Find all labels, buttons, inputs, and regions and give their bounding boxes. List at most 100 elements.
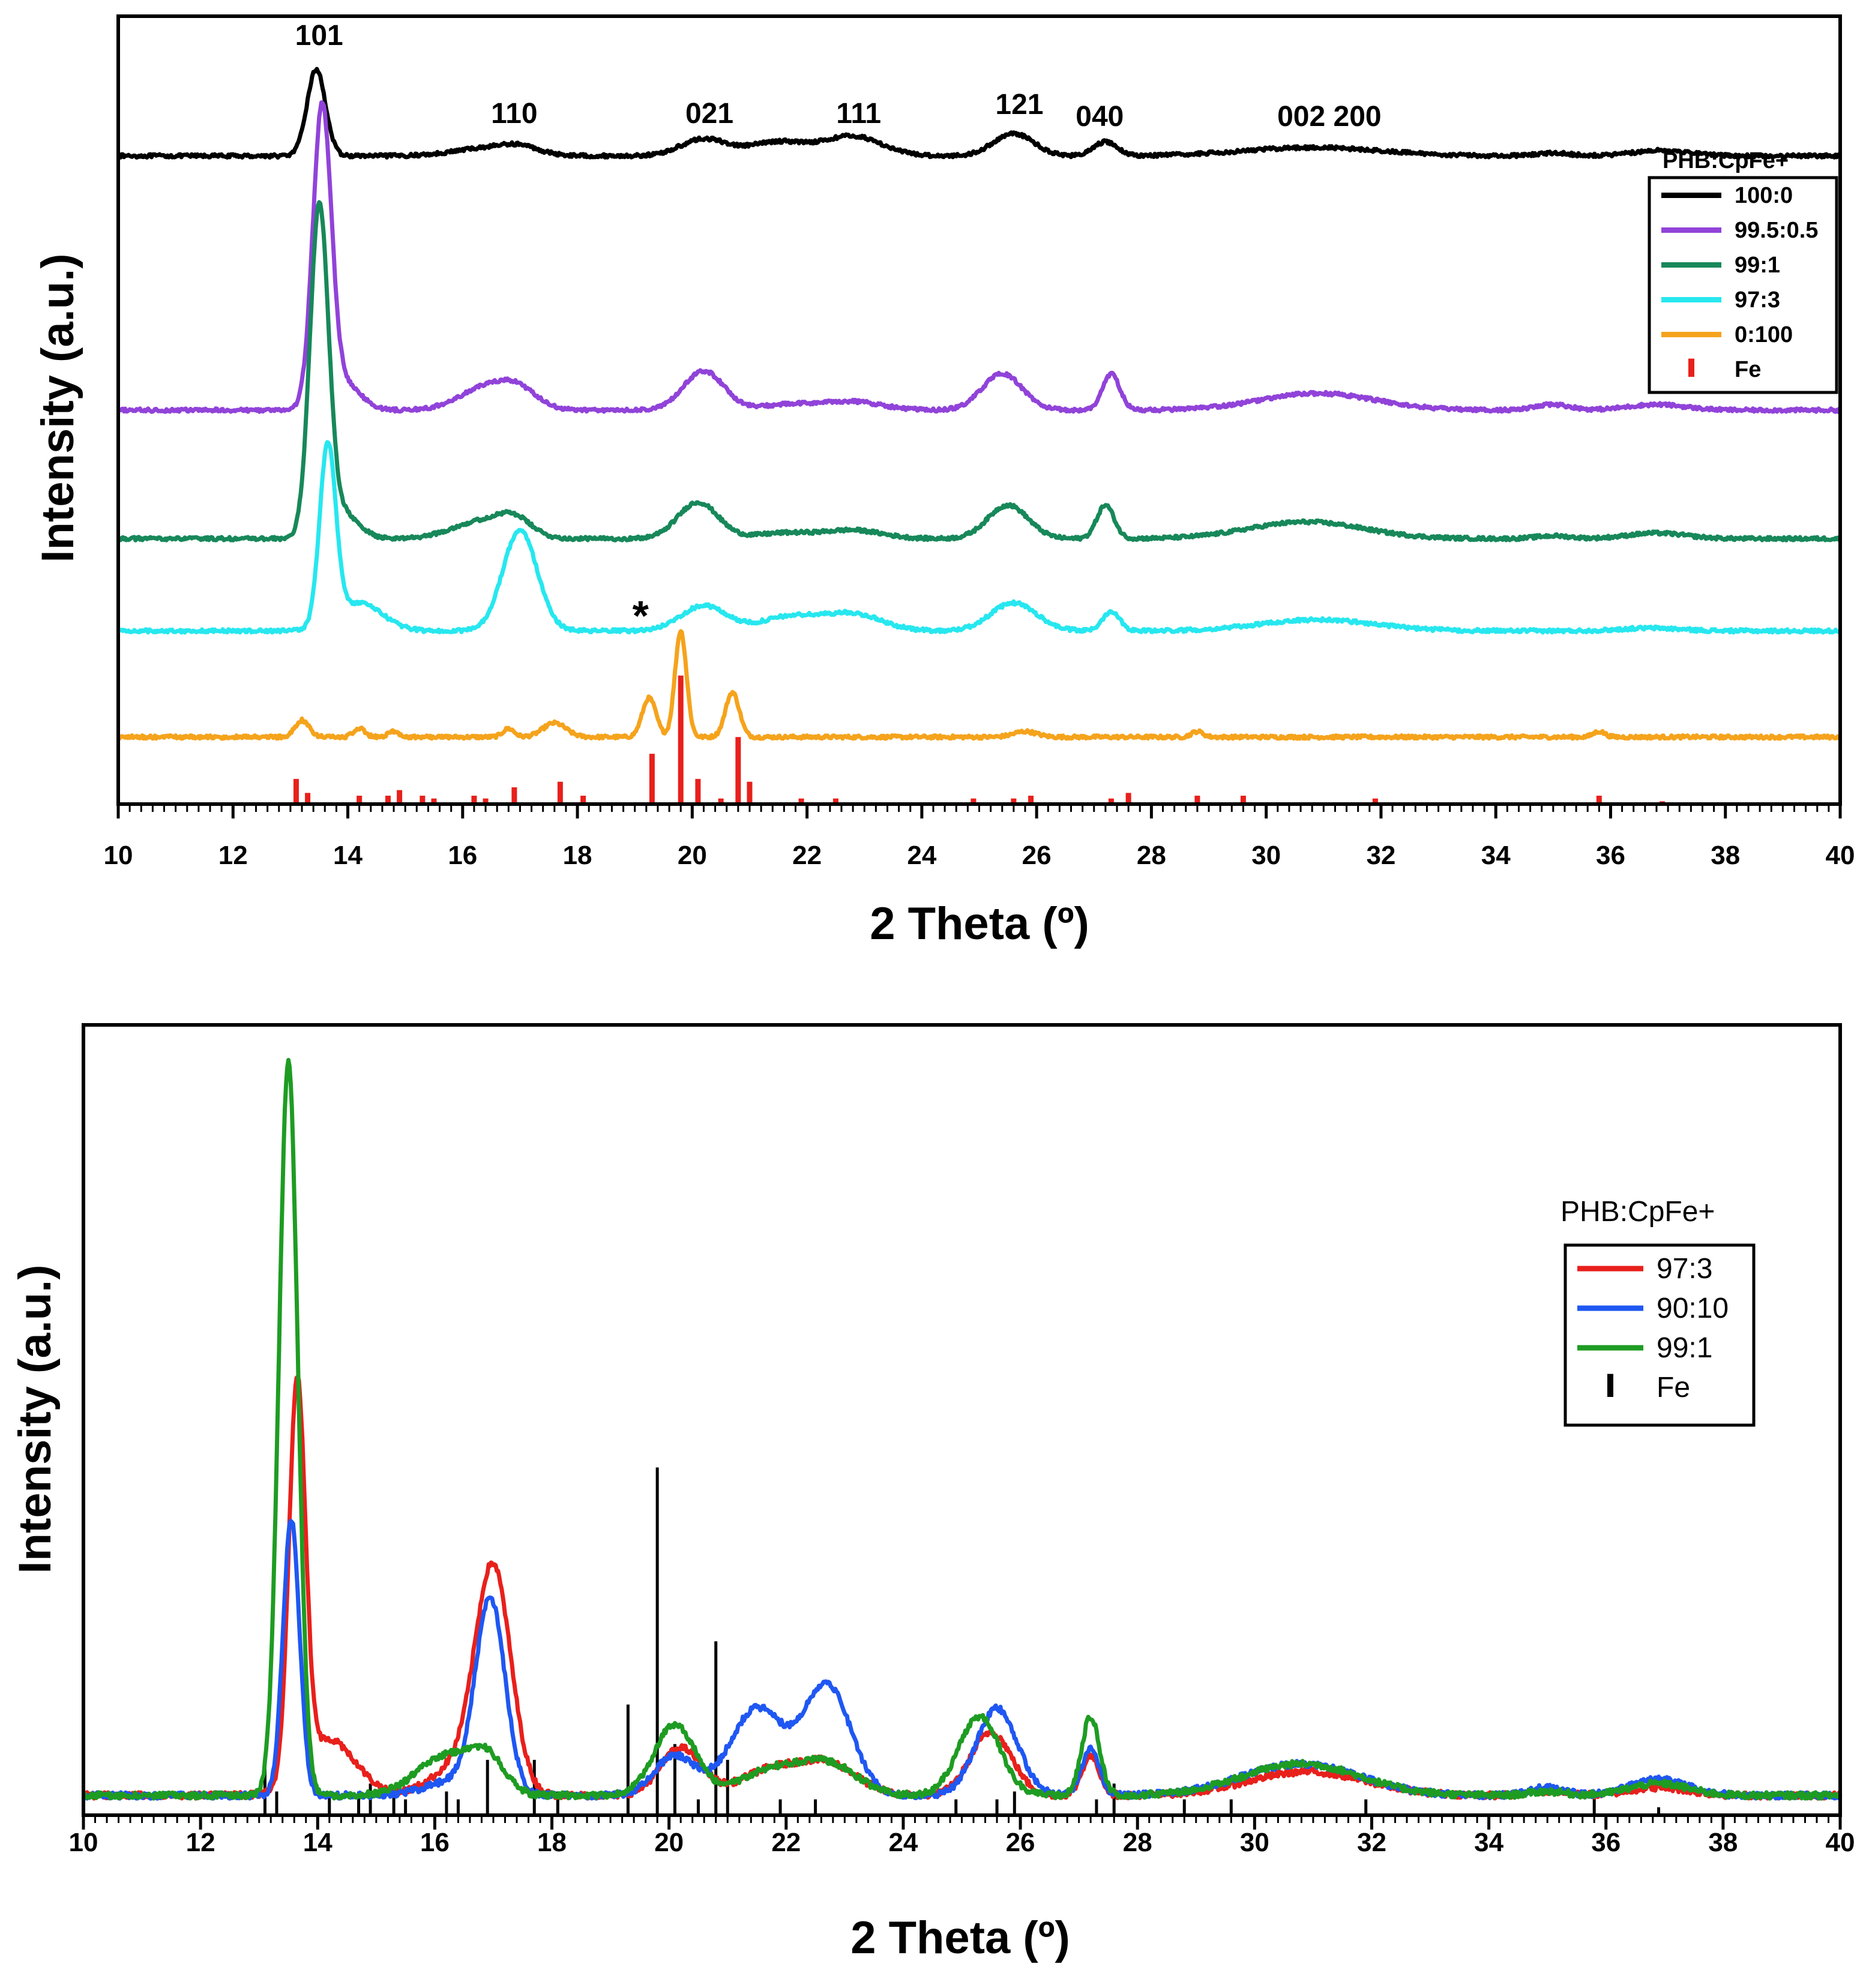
peak-label: 121: [995, 89, 1043, 121]
top-fe-reference-bars: [293, 675, 1666, 804]
fe-reference-bar: [1596, 796, 1602, 804]
fe-reference-bar: [798, 798, 804, 804]
fe-reference-bar: [397, 790, 403, 804]
series-line-99-5-0-5: [116, 100, 1842, 414]
fe-reference-bar: [1182, 1799, 1186, 1815]
fe-reference-bar: [328, 1791, 331, 1815]
bottom-legend-title: PHB:CpFe+: [1561, 1196, 1715, 1228]
x-tick-label: 28: [1137, 841, 1166, 870]
bottom-x-axis-title: 2 Theta (º): [850, 1912, 1070, 1963]
x-tick-label: 16: [448, 841, 477, 870]
top-peak-labels: 101 110 021 111 121 040 002 200: [295, 20, 1382, 133]
fe-reference-bar: [420, 796, 426, 804]
series-line-0-100: [116, 629, 1842, 741]
x-tick-label: 26: [1022, 841, 1052, 870]
top-series-group: [116, 67, 1843, 741]
fe-reference-bar: [1112, 1783, 1116, 1815]
bottom-x-axis-tick-labels: 10 12 14 16 18 20 22 24 26 28 30 32 34 36 38 40: [69, 1828, 1855, 1857]
bottom-x-axis-ticks: [82, 1815, 1842, 1830]
fe-reference-bar: [357, 796, 363, 804]
fe-reference-bar: [1108, 798, 1114, 804]
x-tick-label: 18: [537, 1828, 567, 1857]
top-legend: PHB:CpFe+ 100:0 99.5:0.5 99:1 97:3 0:100 Fe: [1648, 148, 1838, 394]
fe-reference-bar: [1028, 796, 1034, 804]
x-tick-label: 36: [1596, 841, 1625, 870]
fe-reference-bar: [832, 798, 838, 804]
legend-label: 90:10: [1657, 1293, 1729, 1324]
fe-reference-bar: [778, 1799, 782, 1815]
x-tick-label: 30: [1251, 841, 1281, 870]
x-tick-label: 30: [1240, 1828, 1269, 1857]
fe-reference-bar: [1229, 1799, 1233, 1815]
x-tick-label: 34: [1481, 841, 1511, 870]
series-line-97-3: [117, 440, 1841, 635]
x-tick-label: 40: [1826, 841, 1855, 870]
peak-label: 040: [1076, 101, 1124, 133]
x-tick-label: 36: [1591, 1828, 1621, 1857]
top-legend-box: [1648, 176, 1838, 394]
peak-label: 110: [491, 98, 537, 130]
fe-reference-bar: [486, 1759, 489, 1815]
fe-reference-bar: [995, 1799, 999, 1815]
x-tick-label: 14: [303, 1828, 333, 1857]
x-tick-label: 10: [69, 1828, 98, 1857]
fe-reference-bar: [511, 787, 517, 804]
fe-reference-bar: [1657, 1807, 1661, 1815]
x-tick-label: 22: [771, 1828, 801, 1857]
bottom-panel: 10 12 14 16 18 20 22 24 26 28 30 32 34 36 38 40 2 Theta…: [10, 1023, 1855, 1963]
x-tick-label: 38: [1708, 1828, 1738, 1857]
fe-reference-bar: [1372, 798, 1378, 804]
legend-label: Fe: [1657, 1372, 1690, 1404]
bottom-legend-items: 97:3 90:10 99:1 Fe: [1577, 1253, 1729, 1404]
x-tick-label: 32: [1366, 841, 1395, 870]
peak-label: 021: [685, 98, 733, 130]
series-line-99-1: [81, 1058, 1843, 1801]
fe-reference-bar: [456, 1799, 460, 1815]
x-tick-label: 16: [420, 1828, 450, 1857]
x-tick-label: 40: [1826, 1828, 1855, 1857]
top-legend-items: 100:0 99.5:0.5 99:1 97:3 0:100 Fe: [1661, 183, 1818, 382]
bottom-y-axis-title: Intensity (a.u.): [10, 1264, 61, 1573]
legend-label: 97:3: [1735, 287, 1780, 313]
fe-reference-bar: [714, 1641, 718, 1815]
bottom-legend-box: [1564, 1243, 1756, 1427]
fe-reference-bar: [392, 1791, 396, 1815]
bottom-series-group: [81, 1058, 1843, 1801]
top-plot-area: [116, 14, 1843, 806]
fe-reference-bar: [673, 1744, 676, 1815]
x-tick-label: 14: [333, 841, 363, 870]
top-x-axis-ticks: [116, 804, 1842, 818]
x-tick-label: 32: [1357, 1828, 1386, 1857]
fe-reference-bar: [655, 1467, 659, 1815]
top-star-marker: *: [633, 592, 649, 639]
fe-reference-bar: [263, 1759, 266, 1815]
x-tick-label: 10: [104, 841, 133, 870]
fe-reference-bar: [718, 798, 724, 804]
top-y-axis-title: Intensity (a.u.): [32, 253, 83, 562]
x-tick-label: 34: [1474, 1828, 1503, 1857]
x-tick-label: 26: [1006, 1828, 1035, 1857]
fe-reference-bar: [726, 1759, 729, 1815]
fe-reference-bar: [1011, 798, 1017, 804]
legend-label: Fe: [1735, 357, 1761, 382]
fe-reference-bar: [1240, 796, 1246, 804]
top-x-axis-title: 2 Theta (º): [870, 898, 1089, 949]
series-line-99-1: [116, 200, 1843, 542]
fe-reference-bar: [445, 1791, 448, 1815]
bottom-legend: PHB:CpFe+ 97:3 90:10 99:1 Fe: [1561, 1196, 1756, 1427]
peak-label: 101: [295, 20, 343, 52]
fe-reference-bar: [626, 1704, 630, 1815]
fe-reference-bar: [293, 779, 299, 804]
fe-reference-bar: [678, 675, 684, 804]
legend-swatch-fe: [1607, 1374, 1613, 1397]
legend-label: 99.5:0.5: [1735, 218, 1818, 243]
top-panel: 10 12 14 16 18 20 22 24 26 28 30 32 34 36 38 40 101 110 0…: [32, 14, 1855, 949]
top-x-axis-tick-labels: 10 12 14 16 18 20 22 24 26 28 30 32 34 36 38 40: [104, 841, 1855, 870]
fe-reference-bar: [404, 1799, 408, 1815]
legend-swatch-fe: [1688, 358, 1694, 377]
fe-reference-bar: [1125, 793, 1131, 804]
fe-reference-bar: [305, 793, 311, 804]
x-tick-label: 20: [654, 1828, 684, 1857]
fe-reference-bar: [971, 798, 977, 804]
